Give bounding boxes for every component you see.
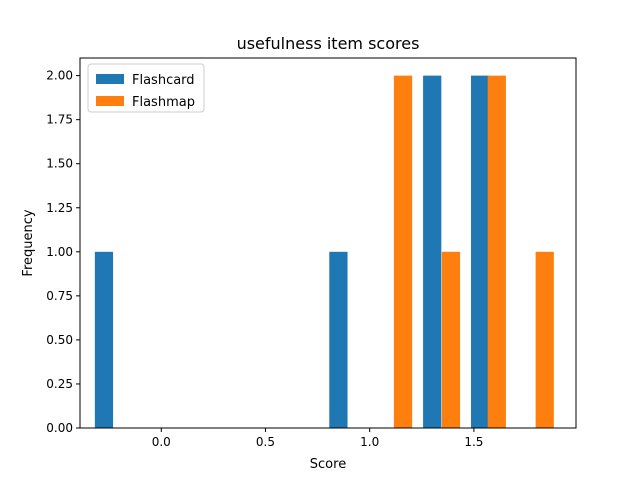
bar-flashmap-0: [393, 75, 413, 428]
y-tick-label: 1.25: [46, 201, 73, 215]
legend: Flashcard Flashmap: [87, 63, 205, 113]
plot-area-frame: [79, 57, 577, 429]
bar-flashmap-3: [535, 251, 554, 428]
y-tick-label: 1.50: [46, 157, 73, 171]
x-tick-label: 0.0: [152, 435, 171, 449]
y-tick-label: 0.00: [46, 421, 73, 435]
legend-swatch-flashmap: [96, 96, 124, 106]
x-tick-label: 1.5: [464, 435, 483, 449]
x-tick-label: 1.0: [360, 435, 379, 449]
x-tick-label: 0.5: [256, 435, 275, 449]
legend-swatch-flashcard: [96, 74, 124, 84]
bars-group: [94, 75, 554, 428]
chart-title: usefulness item scores: [237, 34, 420, 53]
y-tick-label: 0.50: [46, 333, 73, 347]
bar-flashcard-0: [94, 251, 114, 428]
bar-flashmap-1: [441, 251, 461, 428]
x-axis-label: Score: [310, 457, 346, 472]
y-tick-label: 0.25: [46, 377, 73, 391]
y-tick-label: 2.00: [46, 69, 73, 83]
x-axis-ticks: 0.0 0.5 1.0 1.5: [152, 428, 483, 449]
bar-flashcard-1: [329, 251, 348, 428]
bar-flashcard-2: [423, 75, 442, 428]
legend-label-flashmap: Flashmap: [132, 95, 195, 110]
bar-flashcard-3: [471, 75, 490, 428]
y-tick-label: 1.00: [46, 245, 73, 259]
bar-flashmap-2: [487, 75, 506, 428]
y-tick-label: 1.75: [46, 113, 73, 127]
y-axis-label: Frequency: [21, 209, 36, 276]
y-tick-label: 0.75: [46, 289, 73, 303]
y-axis-ticks: 0.00 0.25 0.50 0.75 1.00 1.25 1.50 1.75 2.00: [46, 69, 80, 435]
legend-label-flashcard: Flashcard: [132, 73, 195, 88]
